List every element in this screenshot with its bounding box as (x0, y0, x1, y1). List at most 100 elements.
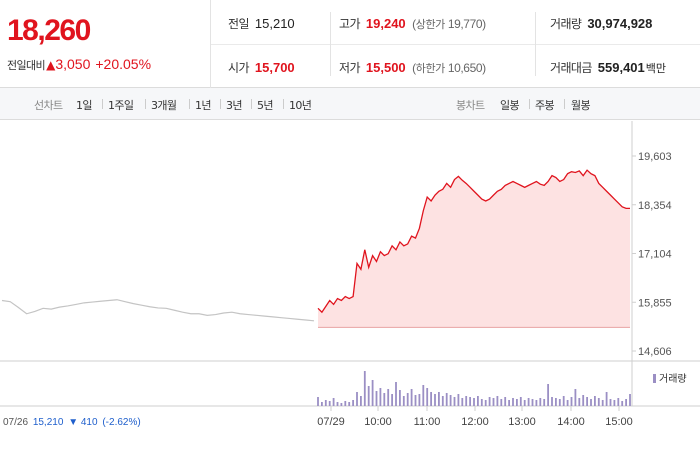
volume-bar (340, 403, 343, 406)
current-price: 18,260 (7, 14, 91, 47)
stat-volume: 거래량 30,974,928 (550, 15, 652, 33)
change-row: 전일대비▲3,050 +20.05% (7, 54, 151, 73)
stat-value: 15,700 (254, 60, 295, 75)
volume-bar (477, 396, 479, 406)
up-arrow-icon: ▲ (46, 58, 56, 72)
volume-bar (609, 399, 612, 406)
volume-bar (406, 393, 409, 406)
stat-trade-value: 거래대금 559,401백만 (550, 59, 666, 77)
change-percent: +20.05% (95, 56, 152, 72)
x-tick-label: 11:00 (414, 416, 441, 428)
tab-1-day[interactable]: 1일 (76, 99, 93, 112)
volume-bar (332, 398, 335, 406)
volume-bar (500, 399, 503, 406)
volume-bar (430, 392, 432, 406)
volume-bar (621, 401, 624, 406)
volume-bar (570, 397, 573, 406)
prev-day-line (1, 299, 315, 322)
prev-day-change-pct: (-2.62%) (102, 417, 140, 428)
x-tick-label: 07/29 (317, 416, 345, 428)
prev-day-close: 15,210 (33, 417, 64, 428)
volume-bar (523, 400, 526, 406)
volume-bar (473, 398, 475, 406)
volume-bar (317, 397, 319, 406)
tab-1-year[interactable]: 1년 (195, 99, 212, 112)
line-chart-label: 선차트 (34, 99, 63, 112)
volume-bar (605, 392, 608, 406)
volume-bar (352, 400, 354, 406)
volume-bar (371, 380, 374, 406)
volume-bar (375, 391, 378, 406)
prev-day-date: 07/26 (3, 417, 28, 428)
tab-weekly-candle[interactable]: 주봉 (535, 99, 555, 112)
volume-bar (625, 399, 627, 406)
prev-day-info: 07/26 15,210 ▼ 410 (-2.62%) (3, 417, 141, 428)
volume-bar (594, 396, 596, 406)
volume-bar (484, 400, 487, 406)
price-box: 18,260 전일대비▲3,050 +20.05% (0, 0, 211, 88)
volume-bar (582, 395, 585, 406)
tab-1-week[interactable]: 1주일 (108, 99, 134, 112)
volume-bar (531, 399, 534, 406)
today-series (317, 169, 630, 328)
volume-bar (356, 392, 358, 406)
price-chart-svg: 19,603 18,354 17,104 15,855 14,606 07/29 10:0… (0, 121, 700, 428)
volume-bar (453, 397, 456, 406)
prev-day-series (1, 299, 315, 322)
volume-bar (418, 394, 421, 406)
tab-10-years[interactable]: 10년 (289, 99, 312, 112)
down-arrow-icon: ▼ (68, 417, 78, 428)
volume-bar (461, 398, 464, 406)
price-chart: 19,603 18,354 17,104 15,855 14,606 07/29 10:0… (0, 121, 700, 450)
stat-label: 거래량 (550, 17, 582, 31)
y-axis-ticks: 19,603 18,354 17,104 15,855 14,606 (632, 151, 672, 358)
tab-monthly-candle[interactable]: 월봉 (571, 99, 591, 112)
chart-period-tabs: 선차트 1일 1주일 3개월 1년 3년 5년 10년 봉차트 일봉 주봉 월봉 (0, 88, 700, 120)
volume-bar (321, 402, 323, 406)
volume-bar (547, 384, 549, 406)
tab-divider (251, 99, 252, 109)
stat-high: 고가 19,240 (상한가 19,770) (339, 15, 486, 33)
stat-value: 15,500 (365, 60, 406, 75)
volume-bar (480, 399, 483, 406)
quote-panel: 18,260 전일대비▲3,050 +20.05% 전일 15,210 시가 15,7… (0, 0, 700, 88)
tab-3-years[interactable]: 3년 (226, 99, 243, 112)
x-tick-label: 10:00 (364, 416, 392, 428)
volume-bar (434, 394, 436, 406)
volume-bar (399, 390, 401, 406)
volume-bar (360, 396, 362, 406)
volume-bar (613, 400, 616, 406)
volume-bar (379, 388, 382, 406)
tab-divider (283, 99, 284, 109)
tab-3-months[interactable]: 3개월 (151, 99, 177, 112)
volume-bar (558, 399, 561, 406)
column-divider (330, 12, 331, 76)
volume-bar (395, 382, 397, 406)
stat-unit: 백만 (645, 62, 667, 75)
stat-value: 19,240 (365, 16, 406, 31)
x-tick-label: 13:00 (508, 416, 536, 428)
tab-5-years[interactable]: 5년 (257, 99, 274, 112)
volume-bar (586, 397, 588, 406)
today-line (317, 169, 630, 314)
stat-value: 15,210 (254, 16, 295, 31)
volume-bar (555, 398, 557, 406)
tab-daily-candle[interactable]: 일봉 (500, 99, 520, 112)
volume-bar (617, 398, 620, 406)
x-tick-label: 12:00 (461, 416, 489, 428)
prev-day-change: 410 (81, 417, 98, 428)
volume-bar (465, 396, 468, 406)
tab-divider (564, 99, 565, 109)
volume-bar (387, 389, 390, 406)
volume-bar (566, 400, 569, 406)
volume-bar (402, 396, 405, 406)
stat-upper-limit: (상한가 19,770) (412, 17, 486, 31)
volume-bar (457, 394, 460, 406)
volume-bar (504, 397, 507, 406)
volume-bar (441, 396, 444, 406)
volume-bar (438, 392, 440, 406)
tab-divider (189, 99, 190, 109)
tab-divider (145, 99, 146, 109)
volume-series (317, 371, 631, 406)
volume-bar (383, 393, 386, 406)
